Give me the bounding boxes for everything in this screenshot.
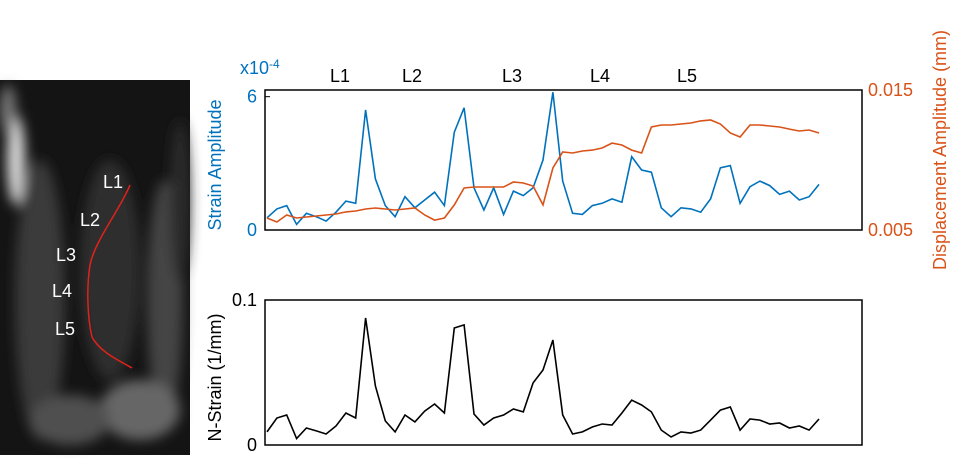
multiplier-exponent: -4 <box>269 57 280 71</box>
y-axis-label: Strain Amplitude <box>205 99 225 230</box>
vertebra-label: L1 <box>103 172 123 192</box>
vertebra-annotation: L4 <box>590 66 610 86</box>
mri-tissue <box>0 85 190 445</box>
y2-tick-label: 0.005 <box>868 220 913 240</box>
vertebra-label: L5 <box>55 319 75 339</box>
y2-axis-label: Displacement Amplitude (mm) <box>930 30 950 270</box>
vertebra-label: L2 <box>80 210 100 230</box>
vertebra-label: L4 <box>52 281 72 301</box>
y-tick-label: 0.1 <box>232 290 257 310</box>
data-line <box>266 317 820 440</box>
vertebra-annotation: L1 <box>330 66 350 86</box>
data-line <box>266 119 820 223</box>
plot-frame <box>264 89 863 231</box>
multiplier-base: x10 <box>240 58 269 78</box>
plot-frame <box>264 299 863 446</box>
y-tick-label: 6 <box>247 87 257 107</box>
y-axis-label: N-Strain (1/mm) <box>205 313 225 441</box>
vertebra-annotation: L5 <box>677 66 697 86</box>
y-tick-label: 0 <box>247 435 257 455</box>
y-tick-label: 0 <box>247 220 257 240</box>
vertebra-label: L3 <box>56 245 76 265</box>
vertebra-annotation: L3 <box>502 66 522 86</box>
data-line <box>266 92 820 226</box>
y2-tick-label: 0.015 <box>868 80 913 100</box>
spine-curve <box>87 184 133 369</box>
vertebra-annotation: L2 <box>402 66 422 86</box>
y-multiplier: x10-4 <box>240 57 280 78</box>
